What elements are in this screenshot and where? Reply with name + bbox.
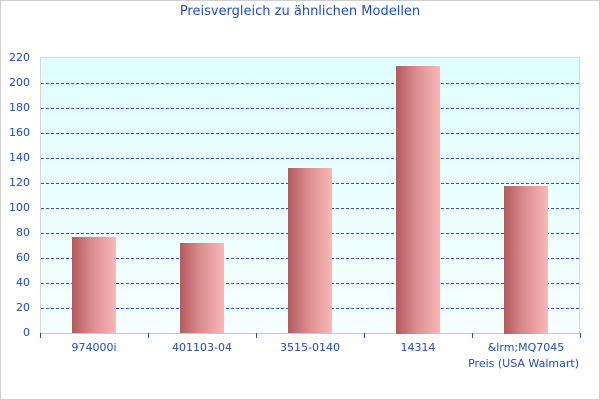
- x-tick-mark: [364, 333, 365, 338]
- y-tick-label: 140: [9, 151, 30, 164]
- bar[interactable]: [396, 66, 440, 334]
- gridline: [41, 158, 579, 159]
- x-tick-mark: [148, 333, 149, 338]
- chart-title: Preisvergleich zu ähnlichen Modellen: [179, 4, 421, 19]
- y-tick-label: 180: [9, 101, 30, 114]
- y-tick-label: 100: [9, 201, 30, 214]
- y-tick-label: 0: [23, 326, 30, 339]
- x-tick-mark: [256, 333, 257, 338]
- gridline: [41, 133, 579, 134]
- y-tick-label: 120: [9, 176, 30, 189]
- x-tick-label: 974000i: [71, 341, 117, 354]
- bar[interactable]: [288, 168, 332, 333]
- x-tick-mark: [472, 333, 473, 338]
- x-tick-label: 401103-04: [172, 341, 232, 354]
- y-tick-label: 60: [16, 251, 30, 264]
- y-tick-label: 20: [16, 301, 30, 314]
- y-tick-label: 160: [9, 126, 30, 139]
- y-tick-label: 40: [16, 276, 30, 289]
- gridline: [41, 108, 579, 109]
- bar[interactable]: [504, 186, 548, 334]
- y-tick-label: 80: [16, 226, 30, 239]
- x-tick-label: 3515-0140: [280, 341, 340, 354]
- x-axis-line: [40, 333, 580, 334]
- bar[interactable]: [180, 243, 224, 333]
- y-tick-label: 220: [9, 51, 30, 64]
- x-tick-label: &lrm;MQ7045: [487, 341, 565, 354]
- bar[interactable]: [72, 237, 116, 333]
- x-tick-mark: [580, 333, 581, 338]
- x-tick-mark: [40, 333, 41, 338]
- x-tick-label: 14314: [400, 341, 436, 354]
- gridline: [41, 83, 579, 84]
- series-label: Preis (USA Walmart): [468, 357, 579, 370]
- y-tick-label: 200: [9, 76, 30, 89]
